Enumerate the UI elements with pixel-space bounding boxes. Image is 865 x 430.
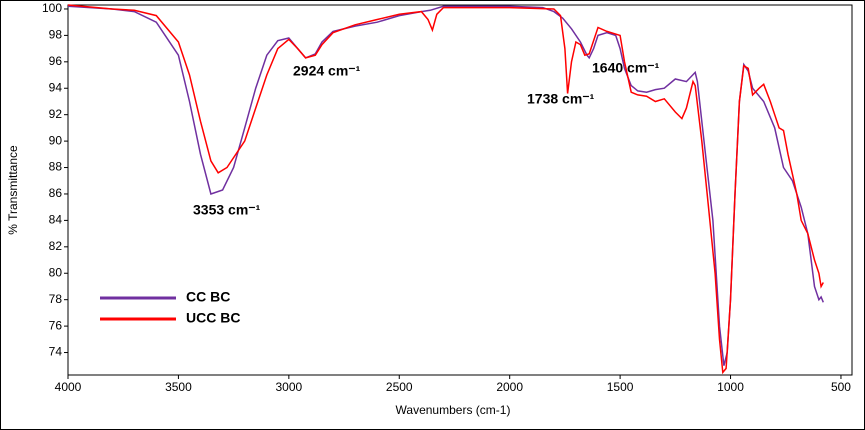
x-axis-label: Wavenumbers (cm-1) xyxy=(396,403,511,417)
series-line xyxy=(67,5,824,366)
x-tick-label: 1500 xyxy=(607,380,634,394)
y-tick-label: 100 xyxy=(42,1,62,15)
annotation: 2924 cm⁻¹ xyxy=(293,63,361,79)
annotation: 3353 cm⁻¹ xyxy=(193,202,261,218)
x-tick-label: 1000 xyxy=(717,380,744,394)
y-tick-label: 74 xyxy=(49,345,63,359)
y-tick-label: 80 xyxy=(49,265,63,279)
annotation: 1640 cm⁻¹ xyxy=(592,60,660,76)
y-tick-label: 76 xyxy=(49,318,63,332)
y-tick-label: 92 xyxy=(49,107,63,121)
legend-label: UCC BC xyxy=(186,310,240,326)
x-tick-label: 3500 xyxy=(165,380,192,394)
y-tick-label: 82 xyxy=(49,239,63,253)
x-tick-label: 4000 xyxy=(55,380,82,394)
y-tick-label: 90 xyxy=(49,133,63,147)
y-tick-label: 86 xyxy=(49,186,63,200)
legend-label: CC BC xyxy=(186,289,230,305)
annotation: 1738 cm⁻¹ xyxy=(527,91,595,107)
x-tick-label: 3000 xyxy=(275,380,302,394)
y-tick-label: 94 xyxy=(49,80,63,94)
y-tick-label: 88 xyxy=(49,160,63,174)
x-tick-label: 500 xyxy=(831,380,851,394)
x-tick-label: 2000 xyxy=(496,380,523,394)
series-line xyxy=(67,4,824,375)
x-tick-label: 2500 xyxy=(386,380,413,394)
y-axis-label: % Transmittance xyxy=(6,145,20,235)
y-tick-label: 96 xyxy=(49,54,63,68)
y-tick-label: 84 xyxy=(49,213,63,227)
plot-area xyxy=(67,4,853,376)
y-tick-label: 78 xyxy=(49,292,63,306)
y-tick-label: 98 xyxy=(49,28,63,42)
